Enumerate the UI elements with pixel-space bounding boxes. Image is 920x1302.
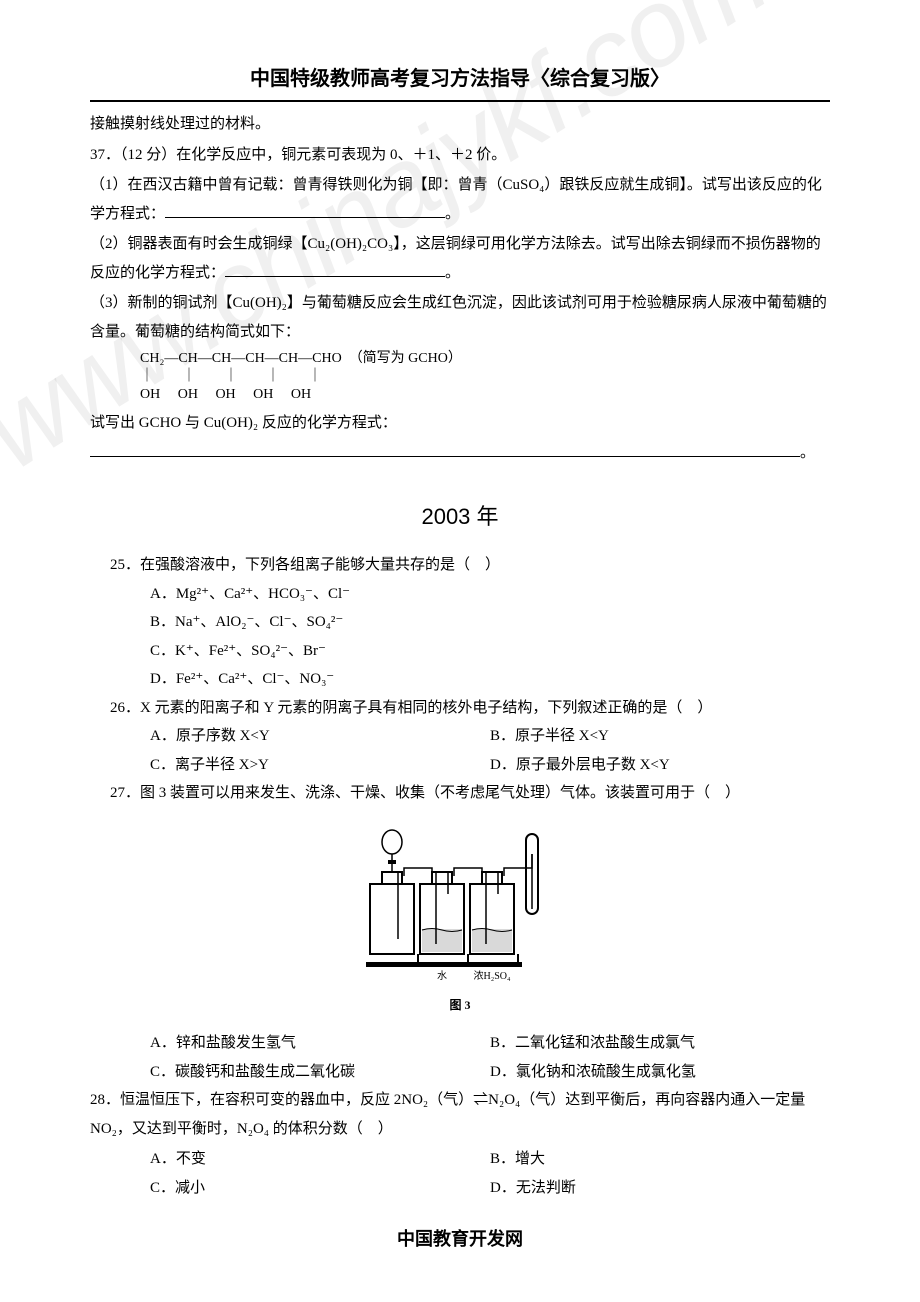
q28-options-row1: A．不变 B．增大 (90, 1145, 830, 1174)
q28-option-b: B．增大 (490, 1145, 830, 1174)
q27-option-a: A．锌和盐酸发生氢气 (150, 1029, 490, 1058)
figure-label-water: 水 (437, 970, 447, 982)
year-heading: 2003 年 (90, 496, 830, 538)
q27-options-row2: C．碳酸钙和盐酸生成二氧化碳 D．氯化钠和浓硫酸生成氯化氢 (90, 1058, 830, 1087)
q25-option-c: C．K⁺、Fe²⁺、SO₄²⁻、Br⁻ (90, 637, 830, 666)
q26-options-row1: A．原子序数 X<Y B．原子半径 X<Y (90, 722, 830, 751)
glucose-formula: CH₂—CH—CH—CH—CH—CHO （简写为 GCHO） ｜ ｜ ｜ ｜ ｜… (90, 350, 830, 405)
figure-label-acid: 浓H₂SO₄ (474, 970, 511, 982)
header-divider (90, 100, 830, 102)
q37-part3: （3）新制的铜试剂【Cu(OH)₂】与葡萄糖反应会生成红色沉淀，因此该试剂可用于… (90, 289, 830, 346)
formula-note: （简写为 GCHO） (356, 351, 462, 366)
answer-blank-long (90, 442, 800, 457)
q27-option-b: B．二氧化锰和浓盐酸生成氯气 (490, 1029, 830, 1058)
q26-option-c: C．离子半径 X>Y (150, 751, 490, 780)
q28: 28．恒温恒压下，在容积可变的器血中，反应 2NO₂（气）⇌N₂O₄（气）达到平… (90, 1086, 830, 1143)
formula-line2: ｜ ｜ ｜ ｜ ｜ (140, 369, 322, 384)
q25-option-b: B．Na⁺、AlO₂⁻、Cl⁻、SO₄²⁻ (90, 608, 830, 637)
q37-part1: （1）在西汉古籍中曾有记载：曾青得铁则化为铜【即：曾青（CuSO₄）跟铁反应就生… (90, 171, 830, 228)
q26-options-row2: C．离子半径 X>Y D．原子最外层电子数 X<Y (90, 751, 830, 780)
answer-blank (225, 262, 445, 277)
q27-options-row1: A．锌和盐酸发生氢气 B．二氧化锰和浓盐酸生成氯气 (90, 1029, 830, 1058)
q25-option-a: A．Mg²⁺、Ca²⁺、HCO₃⁻、Cl⁻ (90, 580, 830, 609)
q37-intro: 37．（12 分）在化学反应中，铜元素可表现为 0、＋1、＋2 价。 (90, 141, 830, 170)
page-footer-title: 中国教育开发网 (90, 1222, 830, 1256)
q37-part2-text: （2）铜器表面有时会生成铜绿【Cu₂(OH)₂CO₃】，这层铜绿可用化学方法除去… (90, 236, 821, 281)
q26-option-d: D．原子最外层电子数 X<Y (490, 751, 830, 780)
q28-options-row2: C．减小 D．无法判断 (90, 1174, 830, 1203)
continuation-text: 接触摸射线处理过的材料。 (90, 110, 830, 139)
q26-option-a: A．原子序数 X<Y (150, 722, 490, 751)
q28-option-d: D．无法判断 (490, 1174, 830, 1203)
q25: 25．在强酸溶液中，下列各组离子能够大量共存的是（ ） (90, 551, 830, 580)
q27: 27．图 3 装置可以用来发生、洗涤、干燥、收集（不考虑尾气处理）气体。该装置可… (90, 779, 830, 808)
q27-option-c: C．碳酸钙和盐酸生成二氧化碳 (150, 1058, 490, 1087)
figure-3: 水 浓H₂SO₄ 图 3 (90, 824, 830, 1017)
long-blank-line: 。 (90, 439, 830, 468)
formula-line3: OH OH OH OH OH (140, 387, 311, 402)
page-header-title: 中国特级教师高考复习方法指导〈综合复习版〉 (90, 60, 830, 98)
figure-caption: 图 3 (90, 994, 830, 1017)
q26-option-b: B．原子半径 X<Y (490, 722, 830, 751)
q27-option-d: D．氯化钠和浓硫酸生成氯化氢 (490, 1058, 830, 1087)
q26: 26．X 元素的阳离子和 Y 元素的阴离子具有相同的核外电子结构，下列叙述正确的… (90, 694, 830, 723)
q28-option-c: C．减小 (150, 1174, 490, 1203)
q37-part2: （2）铜器表面有时会生成铜绿【Cu₂(OH)₂CO₃】，这层铜绿可用化学方法除去… (90, 230, 830, 287)
q37-part3b: 试写出 GCHO 与 Cu(OH)₂ 反应的化学方程式： (90, 409, 830, 438)
formula-line1: CH₂—CH—CH—CH—CH—CHO (140, 351, 342, 366)
q25-option-d: D．Fe²⁺、Ca²⁺、Cl⁻、NO₃⁻ (90, 665, 830, 694)
apparatus-diagram: 水 浓H₂SO₄ (360, 824, 560, 984)
answer-blank (165, 203, 445, 218)
q28-option-a: A．不变 (150, 1145, 490, 1174)
